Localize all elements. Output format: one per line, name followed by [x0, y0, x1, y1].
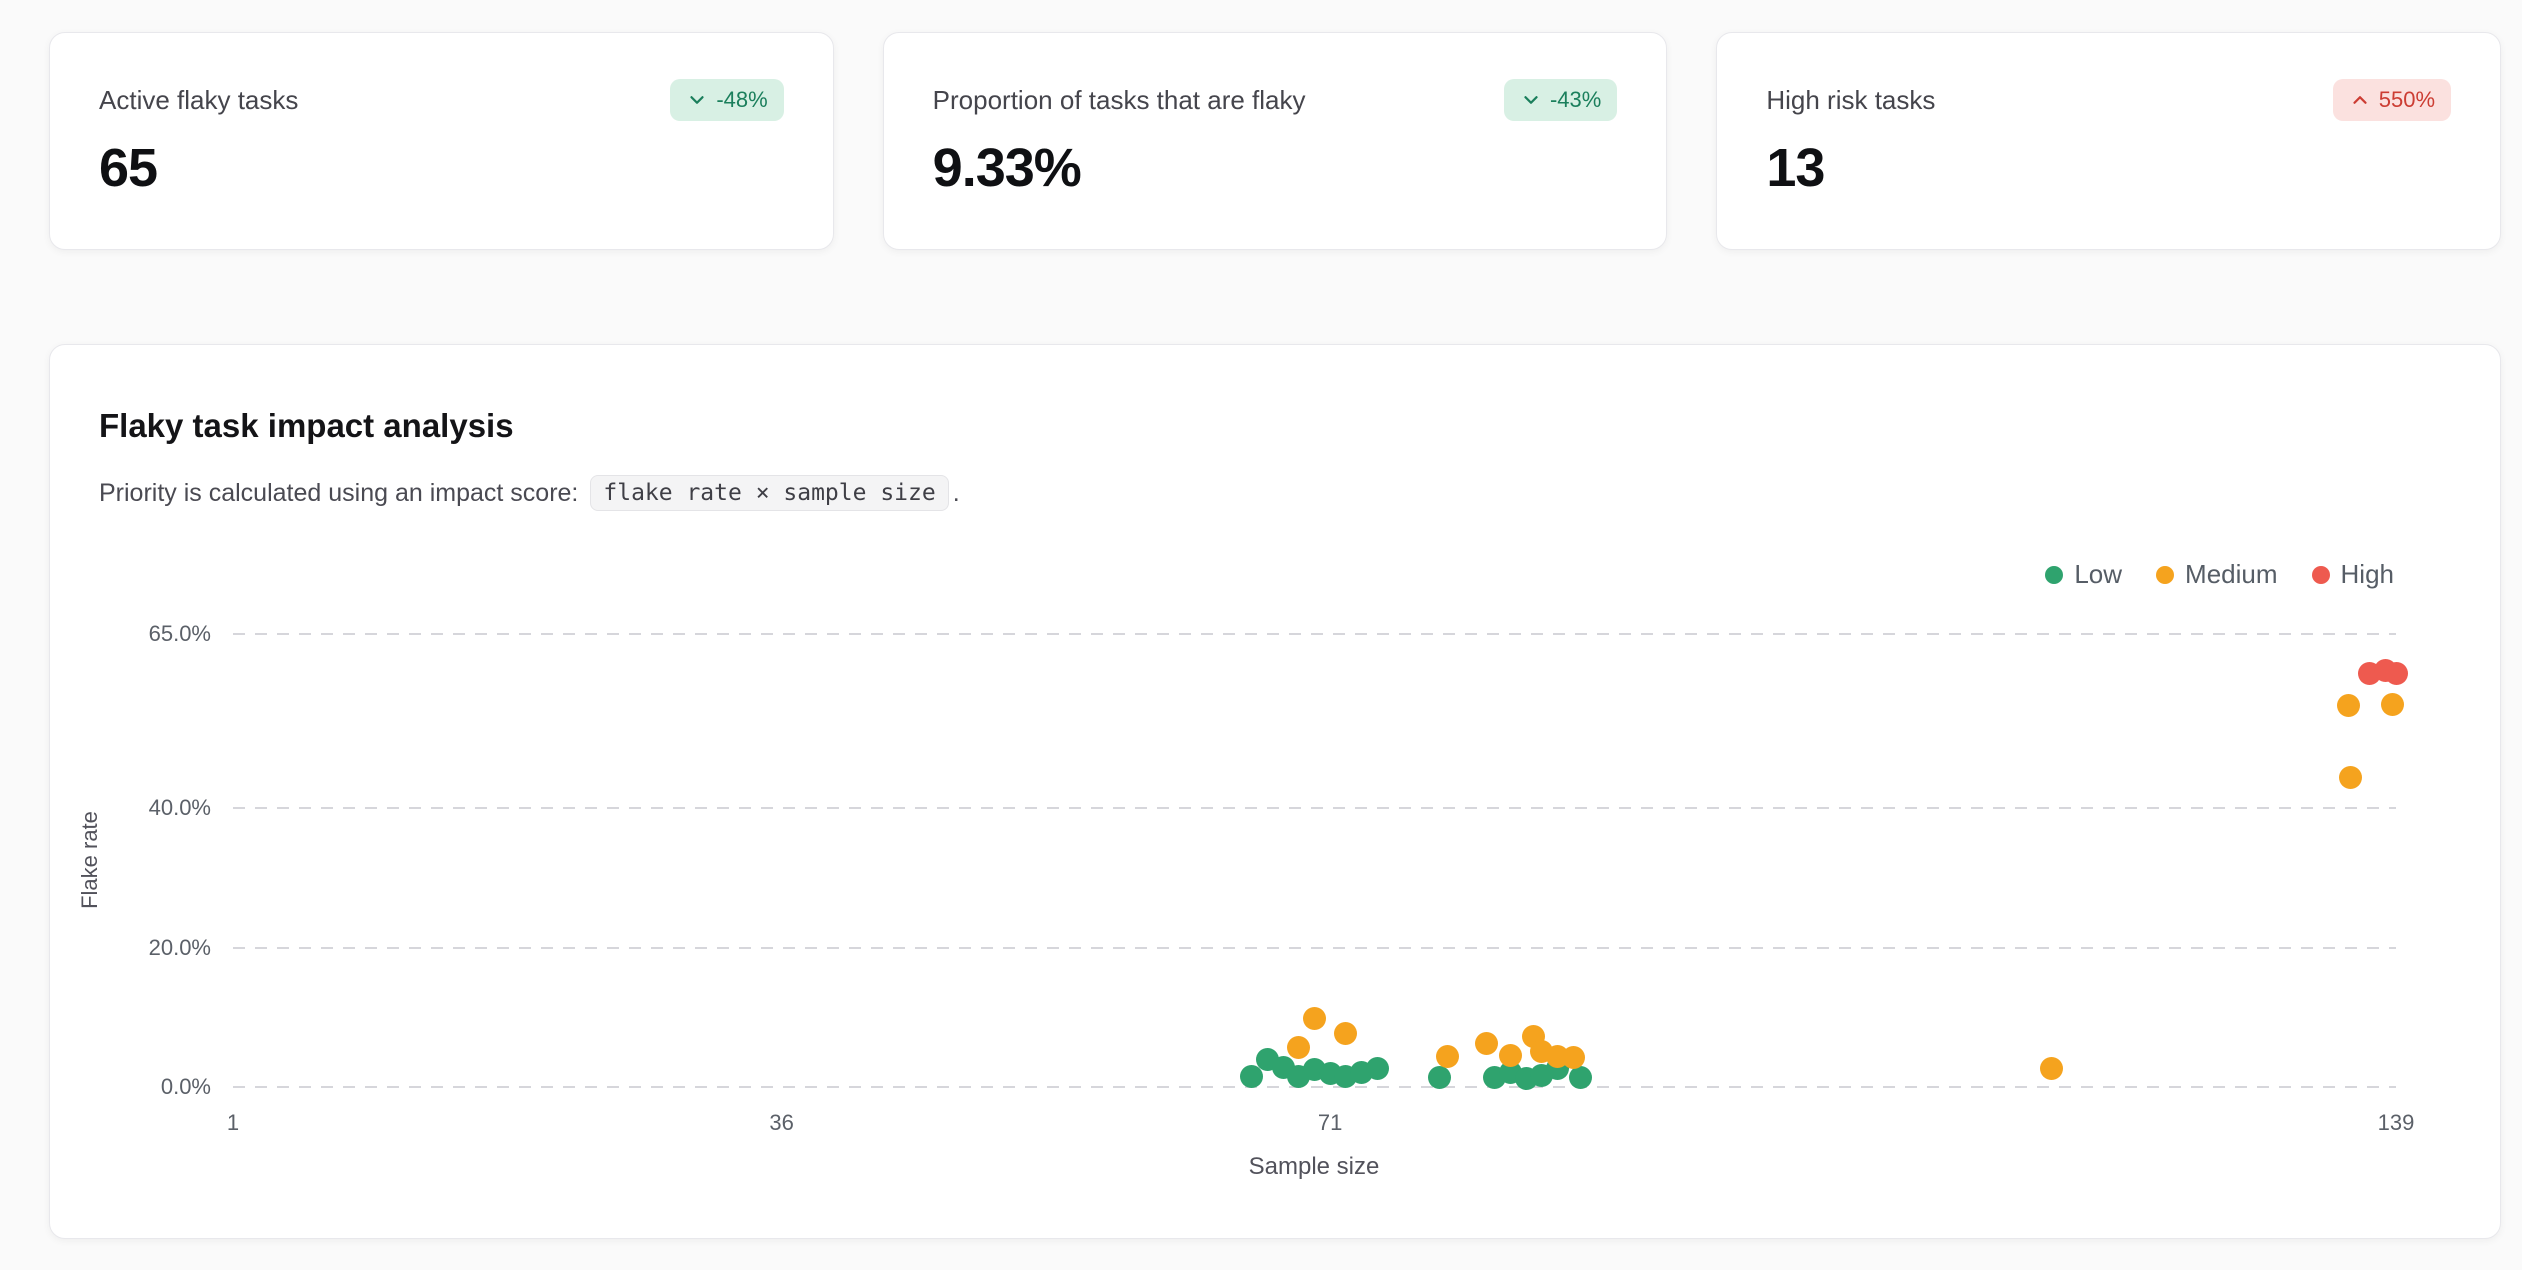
stat-card-active-flaky-tasks: Active flaky tasks -48% 65 [49, 32, 834, 250]
scatter-point-medium[interactable] [1475, 1031, 1499, 1055]
trend-badge: 550% [2332, 79, 2452, 121]
x-axis-title: Sample size [1248, 1153, 1380, 1180]
legend-label: Low [2074, 559, 2123, 589]
x-tick-label: 139 [2377, 1110, 2415, 1135]
y-tick-label: 0.0% [160, 1074, 211, 1099]
trend-badge-value: -43% [1549, 87, 1602, 112]
stat-card-header: High risk tasks 550% [1766, 79, 2452, 121]
scatter-point-medium[interactable] [1303, 1007, 1326, 1031]
legend-dot-high [2311, 565, 2330, 584]
scatter-point-medium[interactable] [1436, 1044, 1460, 1068]
stat-card-header: Proportion of tasks that are flaky -43% [933, 79, 1618, 121]
stat-value: 13 [1766, 138, 1825, 198]
y-tick-label: 65.0% [148, 621, 211, 646]
stat-card-header: Active flaky tasks -48% [99, 79, 784, 121]
x-tick-label: 36 [769, 1110, 794, 1135]
stat-value: 65 [99, 138, 158, 198]
formula-chip: flake rate × sample size [590, 475, 949, 511]
legend-item-low[interactable]: Low [2045, 559, 2122, 590]
y-tick-label: 40.0% [148, 795, 211, 821]
legend-dot-medium [2156, 565, 2175, 584]
stats-row: Active flaky tasks -48% 65 Proportion of… [49, 32, 2502, 250]
trend-badge-value: -48% [716, 87, 768, 112]
scatter-point-medium[interactable] [1561, 1046, 1585, 1070]
analysis-description-suffix: . [952, 478, 960, 507]
page-title: Flaky task impact analysis [99, 407, 514, 444]
y-axis-title: Flake rate [77, 811, 102, 909]
trend-badge: -48% [670, 79, 784, 121]
stat-label: High risk tasks [1766, 84, 1936, 115]
chevron-down-icon [686, 89, 708, 111]
scatter-point-medium[interactable] [2337, 694, 2361, 718]
scatter-point-medium[interactable] [1498, 1044, 1522, 1068]
scatter-point-medium[interactable] [2039, 1057, 2063, 1081]
legend-label: Medium [2185, 559, 2278, 589]
gridline [233, 807, 2396, 810]
chart-legend: Low Medium High [2045, 559, 2394, 590]
y-tick-label: 20.0% [148, 934, 211, 960]
stat-card-high-risk-tasks: High risk tasks 550% 13 [1716, 32, 2502, 250]
trend-badge: -43% [1503, 79, 1618, 121]
scatter-point-low[interactable] [1240, 1065, 1264, 1089]
scatter-point-high[interactable] [2384, 662, 2408, 686]
gridline [233, 633, 2396, 635]
scatter-point-medium[interactable] [1334, 1021, 1358, 1045]
legend-dot-low [2045, 565, 2064, 584]
legend-label: High [2340, 559, 2394, 589]
stat-value: 9.33% [932, 138, 1082, 198]
legend-item-high[interactable]: High [2311, 559, 2394, 590]
stat-card-flaky-proportion: Proportion of tasks that are flaky -43% … [882, 32, 1668, 250]
analysis-card: Flaky task impact analysis Priority is c… [49, 344, 2501, 1239]
gridline [233, 946, 2396, 949]
trend-badge-value: 550% [2378, 87, 2436, 112]
scatter-point-medium[interactable] [2381, 692, 2405, 716]
chevron-down-icon [1520, 89, 1542, 111]
analysis-description: Priority is calculated using an impact s… [99, 475, 960, 511]
impact-scatter-chart: Low Medium High Flake rate Sample size 0.0… [50, 345, 2500, 1238]
scatter-point-low[interactable] [1365, 1057, 1389, 1081]
analysis-description-prefix: Priority is calculated using an impact s… [99, 478, 579, 507]
stat-label: Proportion of tasks that are flaky [932, 84, 1306, 115]
gridline [233, 1086, 2396, 1088]
x-tick-label: 71 [1317, 1110, 1343, 1135]
scatter-point-low[interactable] [1428, 1065, 1452, 1089]
legend-item-medium[interactable]: Medium [2156, 559, 2278, 590]
scatter-point-low[interactable] [1569, 1065, 1593, 1089]
chevron-up-icon [2349, 89, 2371, 111]
x-tick-label: 1 [226, 1110, 240, 1135]
scatter-point-medium[interactable] [2339, 766, 2363, 790]
stat-label: Active flaky tasks [99, 84, 299, 115]
scatter-point-medium[interactable] [1287, 1036, 1311, 1060]
